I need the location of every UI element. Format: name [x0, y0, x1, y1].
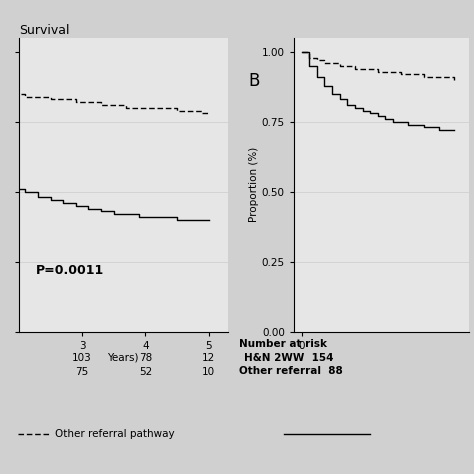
Text: P=0.0011: P=0.0011 — [36, 264, 104, 277]
Text: 52: 52 — [139, 367, 152, 377]
Text: Survival: Survival — [19, 24, 70, 37]
Text: B: B — [248, 73, 259, 90]
Text: 75: 75 — [75, 367, 89, 377]
Text: 12: 12 — [202, 353, 215, 363]
Text: 78: 78 — [139, 353, 152, 363]
Text: 103: 103 — [72, 353, 92, 363]
Y-axis label: Proportion (%): Proportion (%) — [249, 147, 259, 222]
X-axis label: Years): Years) — [108, 352, 139, 362]
Text: Other referral  88: Other referral 88 — [239, 366, 343, 376]
Text: H&N 2WW  154: H&N 2WW 154 — [244, 353, 334, 363]
Text: Other referral pathway: Other referral pathway — [55, 428, 175, 439]
Text: Number at risk: Number at risk — [239, 339, 328, 349]
Text: 10: 10 — [202, 367, 215, 377]
